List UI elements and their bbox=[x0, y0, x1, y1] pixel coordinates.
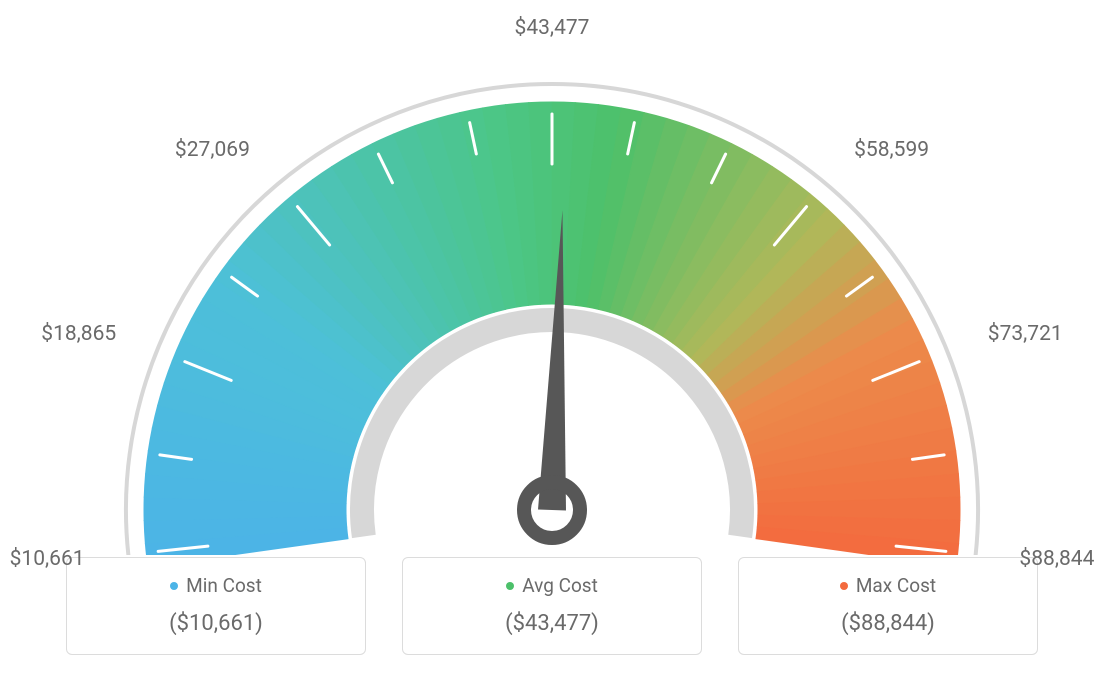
dot-icon bbox=[170, 582, 178, 590]
gauge-svg bbox=[0, 0, 1104, 555]
legend-value-avg: ($43,477) bbox=[403, 611, 701, 636]
legend-value-min: ($10,661) bbox=[67, 611, 365, 636]
dot-icon bbox=[840, 582, 848, 590]
dot-icon bbox=[506, 582, 514, 590]
legend-card-max: Max Cost ($88,844) bbox=[738, 557, 1038, 655]
scale-label: $10,661 bbox=[10, 547, 85, 571]
scale-label: $43,477 bbox=[515, 16, 590, 40]
scale-label: $88,844 bbox=[1019, 547, 1094, 571]
legend-label: Min Cost bbox=[186, 574, 262, 597]
legend-row: Min Cost ($10,661) Avg Cost ($43,477) Ma… bbox=[0, 557, 1104, 655]
scale-label: $18,865 bbox=[41, 322, 116, 346]
legend-card-avg: Avg Cost ($43,477) bbox=[402, 557, 702, 655]
scale-label: $73,721 bbox=[988, 322, 1063, 346]
gauge-area: $10,661$18,865$27,069$43,477$58,599$73,7… bbox=[0, 0, 1104, 555]
legend-label: Avg Cost bbox=[522, 574, 598, 597]
legend-card-min: Min Cost ($10,661) bbox=[66, 557, 366, 655]
legend-title-min: Min Cost bbox=[170, 574, 262, 597]
legend-label: Max Cost bbox=[856, 574, 936, 597]
legend-value-max: ($88,844) bbox=[739, 611, 1037, 636]
legend-title-max: Max Cost bbox=[840, 574, 936, 597]
legend-title-avg: Avg Cost bbox=[506, 574, 598, 597]
cost-gauge-chart: $10,661 $18,865 $27,069 $43,477 $58,599 $73,7… bbox=[0, 0, 1104, 690]
scale-label: $27,069 bbox=[175, 138, 250, 162]
scale-label: $58,599 bbox=[854, 138, 929, 162]
